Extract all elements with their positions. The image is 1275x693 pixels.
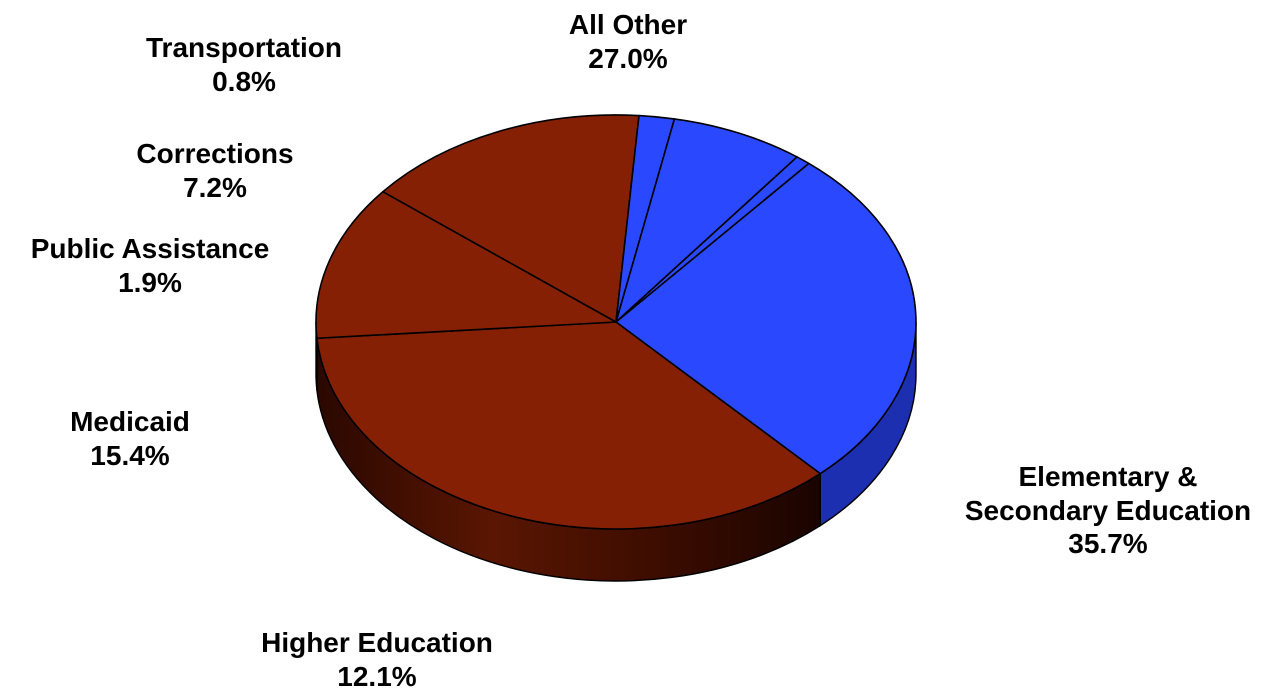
label-percent: 15.4% bbox=[90, 439, 170, 471]
slice-elementary-and-secondary-education bbox=[316, 321, 822, 530]
label-name: All Other bbox=[568, 9, 688, 40]
label-higher-education: Higher Education 12.1% bbox=[261, 626, 493, 693]
slice-higher-education bbox=[315, 190, 617, 340]
label-transportation: Transportation 0.8% bbox=[146, 31, 342, 98]
label-percent: 1.9% bbox=[118, 266, 182, 298]
label-name-line-1: Elementary & bbox=[1018, 461, 1198, 492]
label-medicaid: Medicaid 15.4% bbox=[70, 405, 190, 472]
label-elementary-secondary: Elementary & Secondary Education 35.7% bbox=[965, 460, 1251, 561]
label-name: Medicaid bbox=[70, 406, 190, 437]
label-name: Higher Education bbox=[261, 627, 493, 658]
slice-transportation bbox=[615, 156, 810, 323]
label-percent: 0.8% bbox=[212, 65, 276, 97]
slice-corrections bbox=[615, 118, 798, 323]
label-percent: 35.7% bbox=[1068, 528, 1148, 560]
label-name: Corrections bbox=[136, 138, 294, 169]
slice-all-other bbox=[615, 162, 917, 475]
label-all-other: All Other 27.0% bbox=[569, 8, 687, 75]
label-name: Public Assistance bbox=[30, 233, 270, 264]
label-percent: 27.0% bbox=[588, 42, 668, 74]
slice-medicaid bbox=[382, 114, 640, 323]
label-percent: 7.2% bbox=[183, 171, 247, 203]
pie-tops bbox=[315, 114, 917, 530]
label-name: Transportation bbox=[145, 32, 343, 63]
label-corrections: Corrections 7.2% bbox=[136, 137, 293, 204]
label-name-line-2: Secondary Education bbox=[964, 494, 1252, 526]
label-public-assistance: Public Assistance 1.9% bbox=[31, 232, 270, 299]
label-percent: 12.1% bbox=[337, 660, 417, 692]
